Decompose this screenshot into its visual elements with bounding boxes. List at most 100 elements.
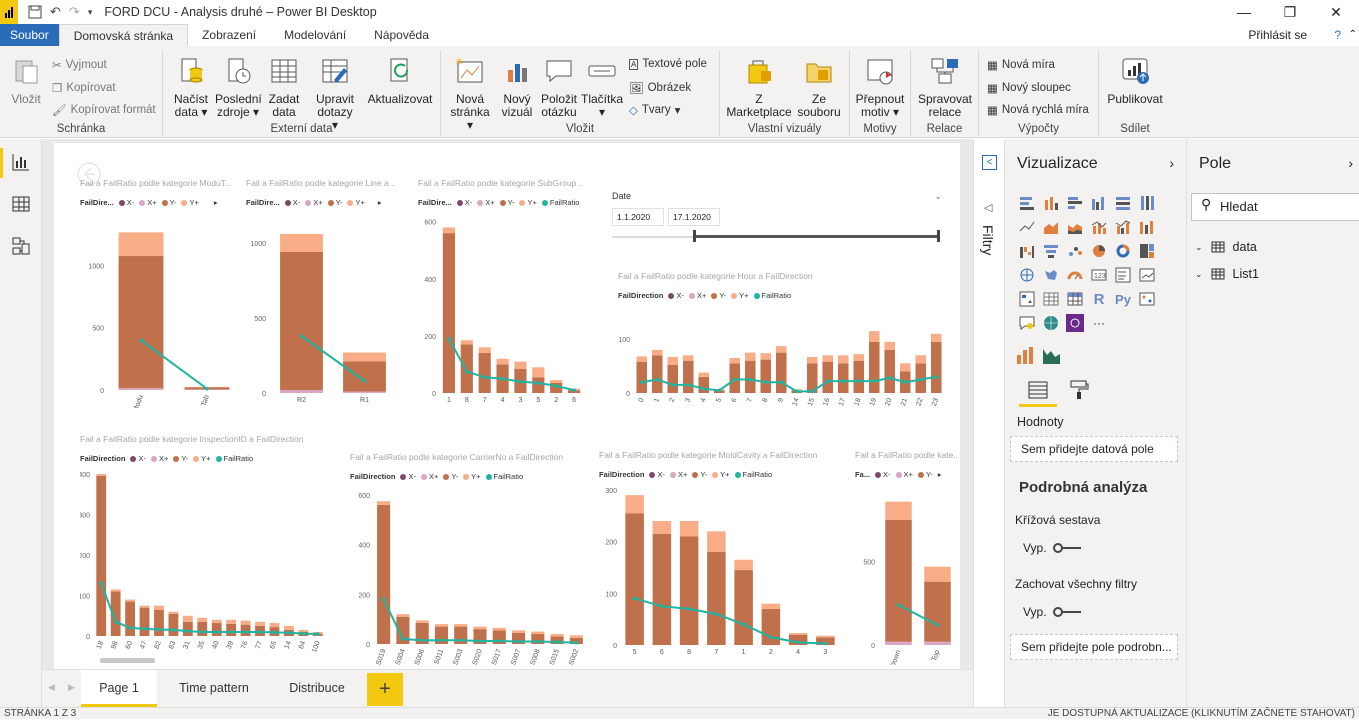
line-column-chart-icon[interactable] [1087, 215, 1111, 239]
date-slicer[interactable]: Date ⌄ 1.1.2020 17.1.2020 [612, 191, 944, 251]
key-influencers-icon[interactable] [1135, 287, 1159, 311]
bar-segment-yplus[interactable] [734, 559, 753, 571]
bar-segment-yplus[interactable] [698, 372, 710, 377]
bar-segment-yplus[interactable] [460, 340, 473, 345]
failratio-point[interactable] [465, 369, 469, 374]
bar-segment-yminus[interactable] [280, 252, 323, 390]
failratio-point[interactable] [686, 383, 691, 387]
quick-access-dropdown-icon[interactable]: ▾ [87, 6, 93, 17]
drillthrough-drop-zone[interactable]: Sem přidejte pole podrobn... [1010, 634, 1178, 660]
failratio-point[interactable] [128, 626, 132, 630]
bar-segment-yminus[interactable] [707, 552, 726, 645]
chart-carrierno[interactable]: Fail a FailRatio podle kategorie Carrier… [350, 452, 590, 667]
bar-segment-xplus[interactable] [118, 388, 164, 390]
failratio-point[interactable] [516, 639, 521, 644]
bar-segment-yminus[interactable] [924, 581, 951, 642]
bar-segment-yplus[interactable] [532, 367, 545, 378]
bar-segment-yplus[interactable] [760, 353, 772, 360]
new-page-button[interactable]: ✳ Nová stránka ▾ [446, 56, 494, 132]
bar-segment-yplus[interactable] [899, 363, 911, 372]
bar-segment-yminus[interactable] [154, 609, 164, 636]
bar-segment-yplus[interactable] [775, 346, 787, 353]
redo-icon[interactable]: ↷ [68, 4, 80, 19]
failratio-point[interactable] [572, 388, 576, 392]
recent-sources-button[interactable]: Poslední zdroje ▾ [215, 56, 262, 119]
failratio-point[interactable] [243, 630, 248, 634]
bar-segment-yplus[interactable] [625, 495, 644, 514]
bar-segment-yplus[interactable] [707, 531, 726, 552]
bar-segment-yplus[interactable] [853, 354, 865, 361]
ribbon-chart-icon[interactable] [1135, 215, 1159, 239]
slicer-icon[interactable] [1015, 287, 1039, 311]
marketplace-button[interactable]: Z Marketplace [726, 56, 792, 119]
bar-segment-yplus[interactable] [636, 356, 648, 362]
bar-segment-yplus[interactable] [154, 605, 164, 610]
bar-segment-yplus[interactable] [110, 589, 121, 592]
failratio-point[interactable] [872, 379, 877, 383]
bar-segment-yminus[interactable] [822, 361, 834, 393]
multi-row-card-icon[interactable] [1111, 263, 1135, 287]
failratio-point[interactable] [687, 607, 691, 611]
bar-segment-xplus[interactable] [343, 391, 386, 394]
bar-segment-yplus[interactable] [744, 352, 756, 361]
bar-segment-yminus[interactable] [698, 376, 710, 393]
sign-in-link[interactable]: Přihlásit se [1248, 28, 1307, 42]
shapes-button[interactable]: ◇ Tvary ▾ [629, 104, 681, 117]
bar-segment-yminus[interactable] [478, 353, 491, 393]
bar-segment-yminus[interactable] [531, 634, 545, 644]
bar-segment-yminus[interactable] [139, 607, 150, 636]
bar-segment-yplus[interactable] [511, 630, 526, 633]
cut-button[interactable]: ✂ Vyjmout [52, 58, 107, 72]
failratio-point[interactable] [420, 638, 424, 643]
data-view-icon[interactable] [10, 193, 32, 215]
failratio-point[interactable] [113, 620, 118, 624]
slicer-from-input[interactable]: 1.1.2020 [612, 208, 664, 226]
qa-visual-icon[interactable] [1015, 311, 1039, 335]
bar-segment-yplus[interactable] [496, 358, 509, 365]
refresh-button[interactable]: Aktualizovat [366, 56, 434, 106]
stacked-bar-chart-icon[interactable] [1015, 191, 1039, 215]
failratio-point[interactable] [574, 640, 579, 645]
clustered-column-chart-icon[interactable] [1087, 191, 1111, 215]
custom-visual-purple-icon[interactable] [1063, 311, 1087, 335]
tab-help[interactable]: Nápověda [374, 28, 429, 42]
bar-segment-yminus[interactable] [182, 621, 193, 636]
failratio-point[interactable] [478, 639, 482, 643]
tab-home[interactable]: Domovská stránka [58, 24, 189, 46]
bar-segment-yminus[interactable] [816, 637, 835, 645]
failratio-point[interactable] [186, 629, 190, 633]
failratio-point[interactable] [918, 377, 923, 382]
failratio-point[interactable] [157, 627, 161, 632]
bar-segment-yplus[interactable] [569, 635, 583, 638]
failratio-point[interactable] [272, 630, 277, 635]
bar-segment-yplus[interactable] [125, 599, 136, 602]
100-stacked-column-chart-icon[interactable] [1135, 191, 1159, 215]
bar-segment-yminus[interactable] [396, 616, 410, 644]
buttons-button[interactable]: Tlačítka ▾ [581, 56, 623, 119]
failratio-point[interactable] [497, 639, 502, 643]
new-measure-button[interactable]: ▦ Nová míra [987, 58, 1055, 72]
bar-segment-yminus[interactable] [667, 365, 679, 393]
waterfall-chart-icon[interactable] [1015, 239, 1039, 263]
cross-report-toggle[interactable]: Vyp. [1023, 541, 1081, 555]
page-tab-1[interactable]: Page 1 [81, 670, 157, 707]
bar-segment-yplus[interactable] [885, 501, 912, 520]
bar-segment-xplus[interactable] [280, 390, 323, 393]
failratio-point[interactable] [536, 381, 541, 385]
collapse-ribbon-icon[interactable]: ⌃ [1348, 29, 1357, 40]
failratio-point[interactable] [825, 379, 830, 383]
failratio-point[interactable] [258, 630, 262, 634]
copy-button[interactable]: ❐ Kopírovat [52, 81, 116, 95]
bar-segment-yplus[interactable] [492, 627, 506, 631]
bar-segment-yplus[interactable] [550, 380, 563, 384]
failratio-point[interactable] [301, 631, 306, 636]
failratio-point[interactable] [841, 379, 846, 383]
values-drop-zone[interactable]: Sem přidejte datová pole [1010, 436, 1178, 462]
failratio-line[interactable] [100, 582, 318, 635]
keep-filters-toggle[interactable]: Vyp. [1023, 605, 1081, 619]
bar-segment-yplus[interactable] [531, 631, 545, 635]
kpi-icon[interactable] [1135, 263, 1159, 287]
bar-segment-yplus[interactable] [343, 352, 386, 362]
bar-segment-yminus[interactable] [760, 359, 772, 393]
bar-segment-yplus[interactable] [118, 232, 164, 257]
